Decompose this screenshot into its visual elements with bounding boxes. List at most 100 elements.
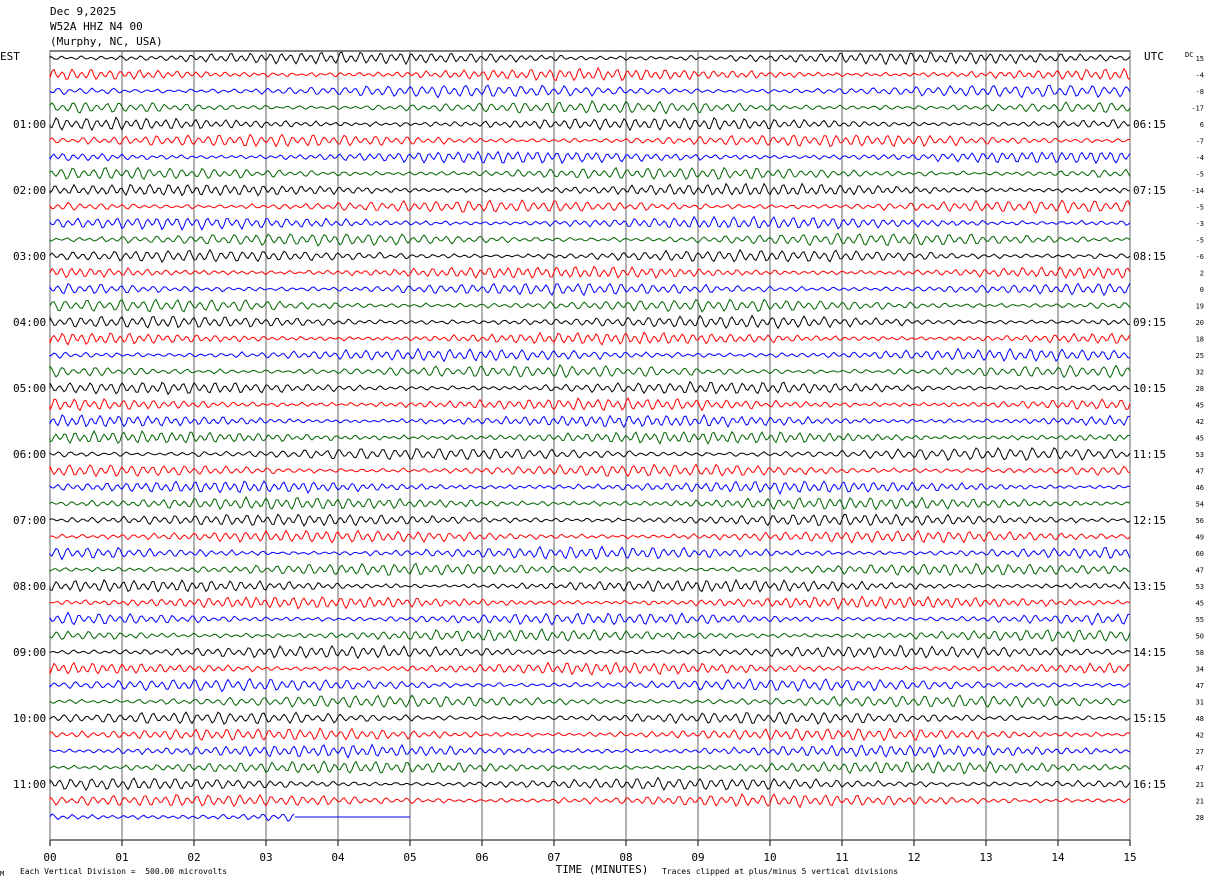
- seismic-trace: [49, 331, 1131, 346]
- clip-note: Traces clipped at plus/minus 5 vertical …: [662, 867, 899, 876]
- x-tick-label-12: 12: [907, 851, 920, 864]
- left-hour-label: 11:00: [13, 778, 46, 791]
- seismic-trace: [49, 677, 1131, 693]
- seismic-trace: [49, 182, 1131, 197]
- seismic-trace: [49, 578, 1131, 593]
- dc-offset-label: 50: [1196, 633, 1204, 641]
- x-tick-label-07: 07: [547, 851, 560, 864]
- x-tick-label-11: 11: [835, 851, 848, 864]
- right-hour-label: 13:15: [1133, 580, 1166, 593]
- x-tick-label-10: 10: [763, 851, 776, 864]
- seismic-trace: [49, 545, 1131, 561]
- dc-offset-label: 2: [1200, 270, 1204, 278]
- seismic-trace: [49, 711, 1131, 726]
- x-axis-title: TIME (MINUTES): [556, 863, 649, 876]
- seismic-trace: [49, 463, 1131, 478]
- seismic-trace: [49, 99, 1131, 115]
- dc-offset-label: 54: [1196, 501, 1204, 509]
- seismic-trace: [49, 760, 1131, 775]
- dc-offset-label: 47: [1196, 765, 1204, 773]
- header-date: Dec 9,2025: [50, 5, 117, 18]
- right-hour-label: 11:15: [1133, 448, 1166, 461]
- seismic-trace: [49, 743, 1131, 759]
- seismic-trace: [49, 314, 1131, 330]
- x-tick-label-01: 01: [115, 851, 128, 864]
- seismic-trace: [49, 133, 1131, 148]
- seismic-trace: [49, 166, 1131, 181]
- dc-offset-label: 45: [1196, 435, 1204, 443]
- seismic-trace: [49, 513, 1131, 527]
- dc-offset-label: 27: [1196, 748, 1204, 756]
- x-tick-label-08: 08: [619, 851, 632, 864]
- dc-offset-label: -6: [1196, 253, 1204, 261]
- dc-offset-label: 53: [1196, 451, 1204, 459]
- dc-offset-label: -3: [1196, 220, 1204, 228]
- seismic-trace: [49, 595, 1131, 611]
- dc-offset-label: 60: [1196, 550, 1204, 558]
- dc-offset-label: 45: [1196, 402, 1204, 410]
- dc-offset-label: 32: [1196, 369, 1204, 377]
- dc-offset-label: 53: [1196, 583, 1204, 591]
- seismic-trace: [49, 66, 1131, 82]
- dc-offset-label: 18: [1196, 336, 1204, 344]
- right-hour-label: 10:15: [1133, 382, 1166, 395]
- dc-offset-label: -7: [1196, 138, 1204, 146]
- x-tick-label-14: 14: [1051, 851, 1065, 864]
- x-tick-label-15: 15: [1123, 851, 1136, 864]
- x-tick-label-05: 05: [403, 851, 416, 864]
- x-tick-label-00: 00: [43, 851, 56, 864]
- seismic-trace: [49, 298, 1131, 313]
- left-hour-label: 10:00: [13, 712, 46, 725]
- dc-offset-label: 47: [1196, 682, 1204, 690]
- dc-offset-label: 20: [1196, 319, 1204, 327]
- seismic-trace: [49, 727, 1131, 742]
- x-tick-label-03: 03: [259, 851, 272, 864]
- dc-offset-label: 48: [1196, 715, 1204, 723]
- seismic-trace: [49, 429, 1131, 445]
- right-hour-label: 15:15: [1133, 712, 1166, 725]
- dc-offset-label: 28: [1196, 814, 1204, 822]
- left-hour-label: 05:00: [13, 382, 46, 395]
- right-hour-label: 07:15: [1133, 184, 1166, 197]
- seismic-trace: [49, 396, 1131, 412]
- dc-offset-label: 55: [1196, 616, 1204, 624]
- dc-offset-label: -4: [1196, 72, 1204, 80]
- corner-mark: M: [0, 870, 5, 878]
- right-timezone-label: UTC: [1144, 50, 1164, 63]
- left-hour-label: 04:00: [13, 316, 46, 329]
- seismic-trace: [49, 813, 295, 822]
- dc-offset-label: 19: [1196, 303, 1204, 311]
- dc-offset-label: 42: [1196, 732, 1204, 740]
- right-hour-label: 06:15: [1133, 118, 1166, 131]
- seismic-trace: [49, 215, 1131, 231]
- seismic-trace: [49, 248, 1131, 264]
- x-tick-label-02: 02: [187, 851, 200, 864]
- dc-offset-label: -4: [1196, 154, 1204, 162]
- dc-offset-label: 47: [1196, 567, 1204, 575]
- seismic-trace: [49, 116, 1131, 132]
- right-hour-label: 08:15: [1133, 250, 1166, 263]
- header-station: W52A HHZ N4 00: [50, 20, 143, 33]
- left-hour-label: 03:00: [13, 250, 46, 263]
- seismic-trace: [49, 447, 1131, 462]
- seismic-trace: [49, 495, 1131, 511]
- left-hour-label: 08:00: [13, 580, 46, 593]
- dc-offset-label: -17: [1191, 105, 1204, 113]
- dc-offset-label: 42: [1196, 418, 1204, 426]
- seismic-trace: [49, 776, 1131, 791]
- dc-offset-label: 34: [1196, 666, 1204, 674]
- header-location: (Murphy, NC, USA): [50, 35, 163, 48]
- dc-offset-label: 0: [1200, 286, 1204, 294]
- dc-offset-label: -14: [1191, 187, 1204, 195]
- seismic-trace: [49, 694, 1131, 709]
- scale-note: Each Vertical Division = 500.00 microvol…: [20, 867, 228, 876]
- seismic-trace: [49, 363, 1131, 379]
- left-hour-label: 06:00: [13, 448, 46, 461]
- left-hour-label: 02:00: [13, 184, 46, 197]
- x-tick-label-06: 06: [475, 851, 488, 864]
- dc-offset-label: 21: [1196, 781, 1204, 789]
- dc-offset-label: -5: [1196, 171, 1204, 179]
- left-hour-label: 09:00: [13, 646, 46, 659]
- seismic-trace: [49, 265, 1131, 280]
